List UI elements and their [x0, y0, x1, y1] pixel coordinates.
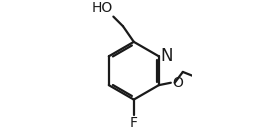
Text: O: O — [172, 76, 183, 90]
Text: F: F — [130, 116, 138, 130]
Text: N: N — [161, 47, 173, 65]
Text: HO: HO — [92, 1, 113, 15]
